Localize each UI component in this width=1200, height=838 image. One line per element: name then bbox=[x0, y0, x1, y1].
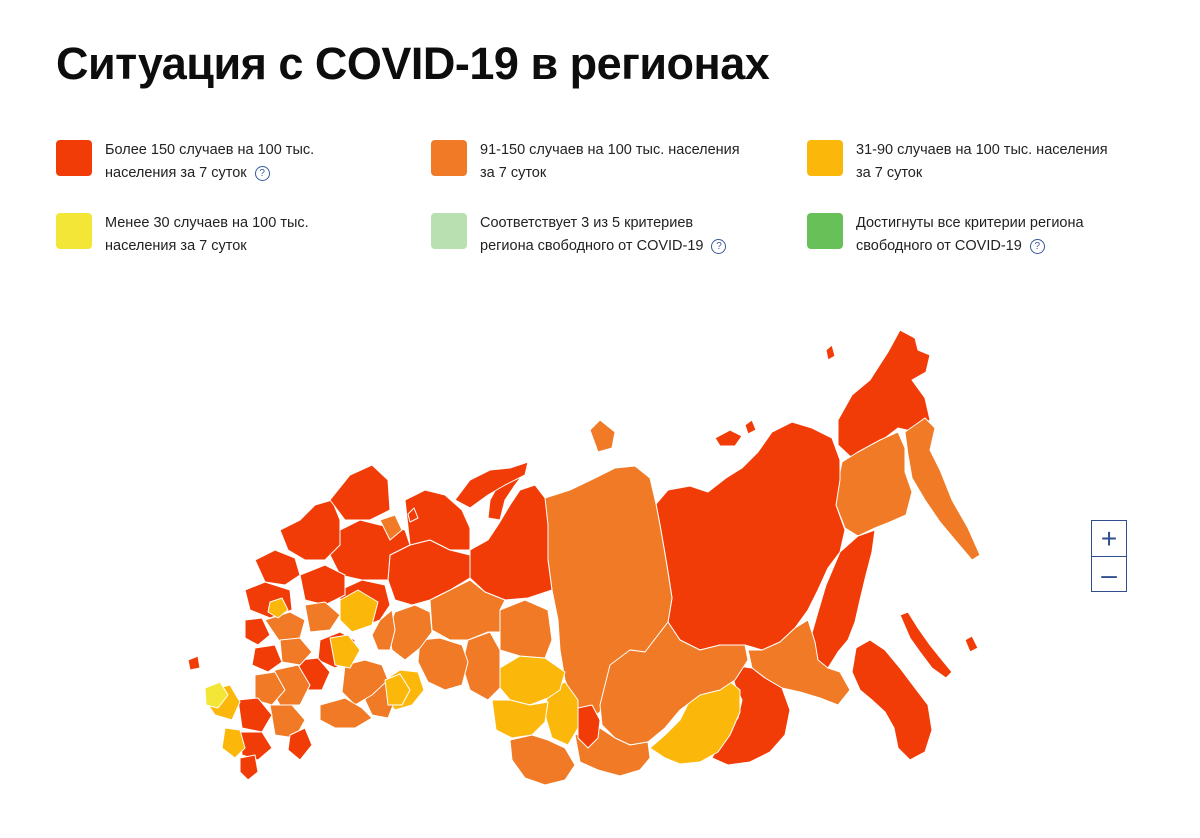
region-altai-republic[interactable] bbox=[509, 734, 576, 786]
region-khanty-mansi[interactable] bbox=[429, 579, 506, 641]
region-tver[interactable] bbox=[264, 611, 306, 643]
region-omsk[interactable] bbox=[461, 631, 501, 701]
region-novaya-zemlya[interactable] bbox=[454, 461, 529, 509]
region-nizhny-novgorod[interactable] bbox=[339, 589, 379, 633]
region-franz-josef[interactable] bbox=[407, 507, 419, 523]
legend-item-over150: Более 150 случаев на 100 тыс. населения … bbox=[56, 139, 386, 185]
legend-label: населения за 7 суток bbox=[105, 165, 247, 181]
region-new-siberian-islands[interactable] bbox=[744, 419, 757, 435]
region-ryazan[interactable] bbox=[279, 637, 313, 666]
region-moscow[interactable] bbox=[267, 597, 289, 619]
region-orenburg[interactable] bbox=[319, 697, 373, 729]
region-kamchatka[interactable] bbox=[904, 417, 981, 561]
region-primorye[interactable] bbox=[851, 639, 933, 761]
region-rostov[interactable] bbox=[237, 697, 273, 733]
region-wrangel-island[interactable] bbox=[714, 429, 743, 447]
legend-label: 91-150 случаев на 100 тыс. населения bbox=[480, 142, 740, 158]
legend-swatch bbox=[431, 213, 467, 249]
zoom-in-button[interactable]: + bbox=[1100, 522, 1118, 554]
help-icon[interactable]: ? bbox=[711, 239, 727, 254]
region-kuril-islands[interactable] bbox=[964, 635, 979, 653]
region-udmurtia[interactable] bbox=[384, 673, 411, 706]
legend-label: населения за 7 суток bbox=[105, 238, 247, 254]
legend-label: свободного от COVID-19 bbox=[856, 238, 1022, 254]
legend-label: за 7 суток bbox=[856, 165, 923, 181]
legend-swatch bbox=[807, 213, 843, 249]
region-yaroslavl[interactable] bbox=[304, 601, 341, 633]
zoom-control: + – bbox=[1091, 520, 1127, 592]
region-kola-white-sea[interactable] bbox=[379, 514, 403, 541]
page-title: Ситуация с COVID-19 в регионах bbox=[56, 38, 770, 89]
legend-label: за 7 суток bbox=[480, 165, 547, 181]
region-volgograd[interactable] bbox=[269, 704, 306, 739]
help-icon[interactable]: ? bbox=[254, 166, 270, 181]
region-vologda[interactable] bbox=[299, 564, 346, 606]
legend-item-under30: Менее 30 случаев на 100 тыс. населения з… bbox=[56, 212, 386, 258]
region-sakhalin[interactable] bbox=[899, 611, 953, 679]
legend-item-91-150: 91-150 случаев на 100 тыс. населения за … bbox=[431, 139, 761, 185]
zoom-out-button[interactable]: – bbox=[1092, 556, 1126, 592]
region-altai-krai[interactable] bbox=[491, 699, 549, 739]
region-murmansk[interactable] bbox=[329, 464, 391, 521]
legend-swatch bbox=[56, 140, 92, 176]
legend-label: региона свободного от COVID-19 bbox=[480, 238, 704, 254]
region-zabaykalsky[interactable] bbox=[711, 664, 791, 766]
region-karelia[interactable] bbox=[279, 499, 341, 561]
region-bashkortostan[interactable] bbox=[341, 659, 389, 706]
region-nenets[interactable] bbox=[404, 489, 471, 551]
legend-swatch bbox=[807, 140, 843, 176]
region-kaliningrad[interactable] bbox=[187, 655, 201, 671]
legend-swatch bbox=[56, 213, 92, 249]
region-north-caucasus[interactable] bbox=[221, 727, 246, 759]
region-astrakhan[interactable] bbox=[287, 727, 313, 761]
region-khabarovsk[interactable] bbox=[804, 529, 876, 673]
region-perm[interactable] bbox=[371, 609, 396, 651]
region-yamalo-nenets[interactable] bbox=[469, 484, 553, 601]
legend-label: 31-90 случаев на 100 тыс. населения bbox=[856, 142, 1108, 158]
region-tula-oryol[interactable] bbox=[251, 644, 283, 673]
region-chuvashia[interactable] bbox=[329, 634, 361, 669]
region-dagestan[interactable] bbox=[239, 754, 259, 781]
legend-item-3of5-criteria: Соответствует 3 из 5 критериев региона с… bbox=[431, 212, 761, 258]
legend-swatch bbox=[431, 140, 467, 176]
legend-label: Более 150 случаев на 100 тыс. bbox=[105, 142, 315, 158]
legend-item-31-90: 31-90 случаев на 100 тыс. населения за 7… bbox=[807, 139, 1137, 185]
region-khakassia[interactable] bbox=[577, 704, 601, 749]
region-sea-islands[interactable] bbox=[825, 344, 836, 361]
legend-label: Соответствует 3 из 5 критериев bbox=[480, 215, 694, 231]
region-tomsk[interactable] bbox=[499, 599, 553, 659]
legend-label: Достигнуты все критерии региона bbox=[856, 215, 1084, 231]
russia-regions-map[interactable] bbox=[0, 300, 1000, 800]
region-taymyr-islands[interactable] bbox=[589, 419, 616, 453]
region-tyumen[interactable] bbox=[417, 637, 469, 691]
region-leningrad[interactable] bbox=[254, 549, 301, 586]
region-smolensk[interactable] bbox=[244, 617, 271, 646]
legend-item-all-criteria: Достигнуты все критерии региона свободно… bbox=[807, 212, 1137, 258]
region-voronezh[interactable] bbox=[254, 671, 286, 706]
region-crimea[interactable] bbox=[204, 681, 229, 709]
region-kemerovo[interactable] bbox=[544, 681, 579, 746]
help-icon[interactable]: ? bbox=[1029, 239, 1045, 254]
legend-label: Менее 30 случаев на 100 тыс. bbox=[105, 215, 309, 231]
